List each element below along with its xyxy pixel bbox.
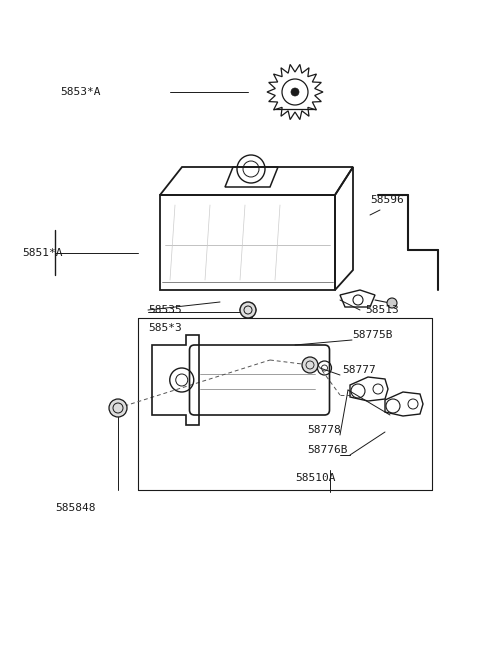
Circle shape <box>109 399 127 417</box>
Circle shape <box>240 302 256 318</box>
Text: 585*3: 585*3 <box>148 323 182 333</box>
Text: 585848: 585848 <box>55 503 96 513</box>
Text: 58777: 58777 <box>342 365 376 375</box>
Text: 58775B: 58775B <box>352 330 393 340</box>
Circle shape <box>387 298 397 308</box>
Text: 5851*A: 5851*A <box>22 248 62 258</box>
Circle shape <box>302 357 318 373</box>
Text: 5853*A: 5853*A <box>60 87 100 97</box>
Text: 58513: 58513 <box>365 305 399 315</box>
Text: 58778: 58778 <box>307 425 341 435</box>
Circle shape <box>291 88 299 96</box>
Text: 58776B: 58776B <box>307 445 348 455</box>
Text: 58510A: 58510A <box>295 473 336 483</box>
Text: 58535: 58535 <box>148 305 182 315</box>
Text: 58596: 58596 <box>370 195 404 205</box>
